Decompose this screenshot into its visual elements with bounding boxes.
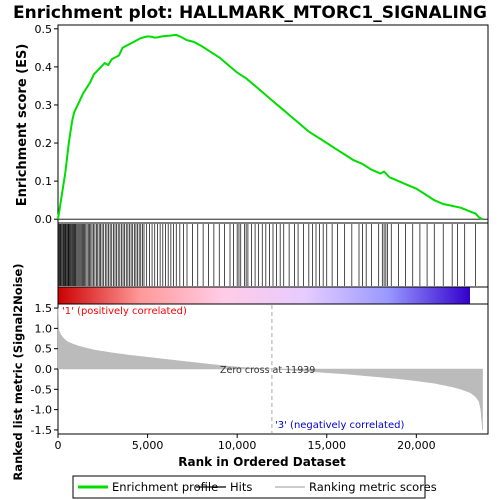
metric-y-tick-label: 0.0	[35, 363, 53, 376]
legend: Enrichment profile Hits Ranking metric sco…	[78, 480, 437, 494]
positive-correlation-label: '1' (positively correlated)	[62, 306, 187, 317]
legend-label: Enrichment profile	[112, 480, 218, 494]
chart-title: Enrichment plot: HALLMARK_MTORC1_SIGNALI…	[13, 3, 487, 23]
es-y-tick-label: 0.5	[35, 23, 53, 36]
x-tick-label: 10,000	[218, 439, 257, 452]
es-y-tick-label: 0.3	[35, 99, 53, 112]
metric-y-tick-label: -1.0	[31, 404, 52, 417]
metric-y-tick-label: 0.5	[35, 343, 53, 356]
negative-correlation-label: '3' (negatively correlated)	[275, 420, 404, 431]
metric-y-axis-label: Ranked list metric (Signal2Noise)	[11, 263, 25, 480]
x-axis-label: Rank in Ordered Dataset	[178, 455, 346, 469]
x-tick-label: 5,000	[132, 439, 164, 452]
es-panel-frame	[57, 24, 489, 224]
metric-y-axis: -1.5 -1.0 -0.5 0.0 0.5 1.0 1.5	[31, 302, 58, 437]
zero-cross-label: Zero cross at 11939	[220, 365, 315, 376]
es-y-tick-label: 0.0	[35, 213, 53, 226]
metric-y-tick-label: 1.0	[35, 322, 53, 335]
es-y-axis-label: Enrichment score (ES)	[15, 44, 30, 207]
metric-y-tick-label: 1.5	[35, 302, 53, 315]
hit-marks	[58, 224, 476, 286]
x-axis: 0 5,000 10,000 15,000 20,000	[55, 434, 436, 452]
es-y-tick-label: 0.1	[35, 175, 53, 188]
es-y-tick-label: 0.4	[35, 61, 53, 74]
x-tick-label: 20,000	[397, 439, 436, 452]
legend-label: Ranking metric scores	[309, 480, 437, 494]
legend-label: Hits	[230, 480, 252, 494]
rank-color-bar	[58, 287, 470, 304]
x-tick-label: 0	[55, 439, 62, 452]
es-y-tick-label: 0.2	[35, 137, 53, 150]
enrichment-profile-line	[57, 33, 484, 221]
es-y-axis: 0.0 0.1 0.2 0.3 0.4 0.5	[35, 23, 58, 226]
metric-y-tick-label: -1.5	[31, 424, 52, 437]
legend-box	[72, 475, 426, 499]
metric-y-tick-label: -0.5	[31, 383, 52, 396]
x-tick-label: 15,000	[308, 439, 347, 452]
